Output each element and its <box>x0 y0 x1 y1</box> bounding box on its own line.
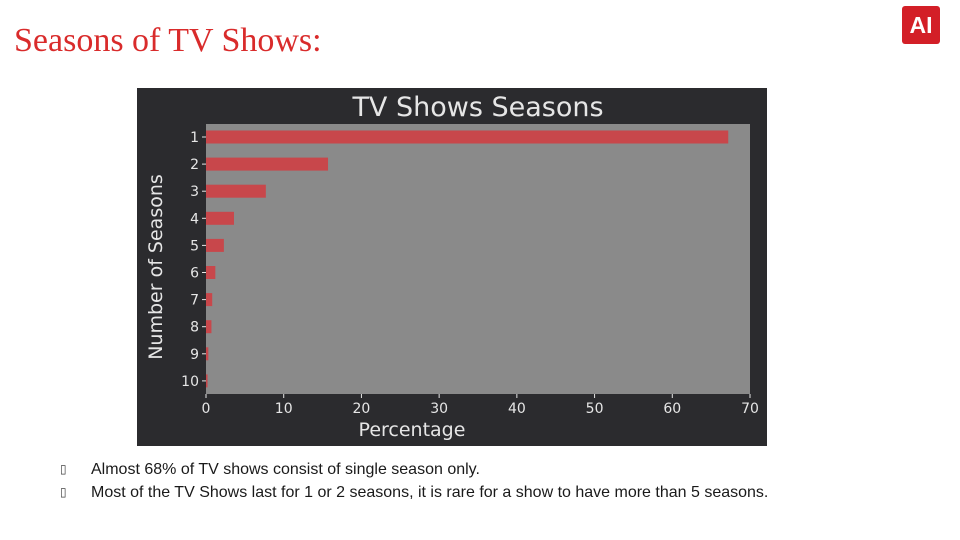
page-title: Seasons of TV Shows: <box>14 22 322 59</box>
x-tick-label: 50 <box>586 401 604 417</box>
y-tick-label: 1 <box>190 130 199 146</box>
bar <box>206 157 329 171</box>
x-tick-label: 10 <box>275 401 293 417</box>
bar <box>206 130 729 144</box>
bar <box>206 184 266 198</box>
x-tick-label: 0 <box>202 401 211 417</box>
bar <box>206 266 216 279</box>
chart-panel: TV Shows Seasons 1 2 3 4 5 6 7 8 9 10 0 10 20 30 40 50 60… <box>137 88 767 446</box>
y-tick-label: 3 <box>190 184 199 200</box>
y-tick-label: 10 <box>181 374 199 390</box>
chart-title: TV Shows Seasons <box>351 92 603 123</box>
bullet-item: ▯ Most of the TV Shows last for 1 or 2 s… <box>60 481 840 504</box>
bullet-item: ▯ Almost 68% of TV shows consist of sing… <box>60 458 840 481</box>
y-tick-label: 7 <box>190 293 199 309</box>
bullet-text: Most of the TV Shows last for 1 or 2 sea… <box>91 484 769 501</box>
x-tick-label: 40 <box>508 401 526 417</box>
bar <box>206 293 213 307</box>
y-tick-label: 2 <box>190 157 199 173</box>
bullet-list: ▯ Almost 68% of TV shows consist of sing… <box>60 458 840 504</box>
bar <box>206 320 212 334</box>
bar <box>206 374 208 388</box>
y-tick-label: 9 <box>190 347 199 363</box>
y-tick-label: 6 <box>190 266 199 282</box>
y-tick-label: 8 <box>190 320 199 336</box>
bar <box>206 211 234 225</box>
x-tick-label: 70 <box>741 401 759 417</box>
x-tick-label: 60 <box>663 401 681 417</box>
bar <box>206 347 209 361</box>
bullet-icon: ▯ <box>60 485 67 499</box>
y-tick-label: 5 <box>190 238 199 254</box>
x-tick-label: 30 <box>430 401 448 417</box>
bullet-icon: ▯ <box>60 462 67 476</box>
x-tick-label: 20 <box>353 401 371 417</box>
y-axis-label: Number of Seasons <box>145 174 167 360</box>
bar <box>206 238 224 252</box>
brand-logo: AI <box>902 6 940 44</box>
y-tick-label: 4 <box>190 211 199 227</box>
x-axis-label: Percentage <box>359 419 466 441</box>
bullet-text: Almost 68% of TV shows consist of single… <box>91 461 480 478</box>
